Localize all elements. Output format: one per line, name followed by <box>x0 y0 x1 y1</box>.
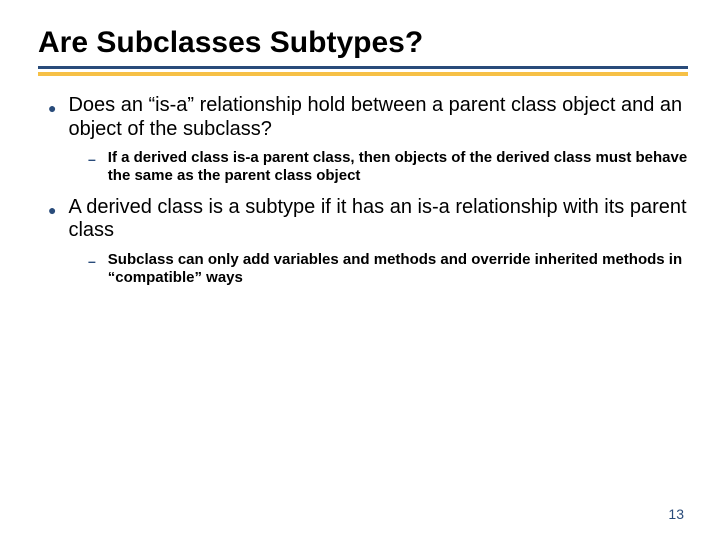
list-item: ● A derived class is a subtype if it has… <box>48 196 690 243</box>
bullet-icon: ● <box>48 96 56 120</box>
list-item: ● Does an “is-a” relationship hold betwe… <box>48 94 690 141</box>
title-underline <box>38 66 688 69</box>
dash-icon: – <box>88 150 96 168</box>
page-number: 13 <box>668 506 684 522</box>
title-block: Are Subclasses Subtypes? <box>0 0 720 60</box>
list-item-text: Does an “is-a” relationship hold between… <box>68 94 690 141</box>
list-item-text: A derived class is a subtype if it has a… <box>68 196 690 243</box>
list-item-text: Subclass can only add variables and meth… <box>108 251 690 288</box>
list-item: – If a derived class is-a parent class, … <box>88 149 690 186</box>
dash-icon: – <box>88 252 96 270</box>
slide: Are Subclasses Subtypes? ● Does an “is-a… <box>0 0 720 540</box>
slide-content: ● Does an “is-a” relationship hold betwe… <box>0 76 720 288</box>
list-item: – Subclass can only add variables and me… <box>88 251 690 288</box>
list-item-text: If a derived class is-a parent class, th… <box>108 149 690 186</box>
slide-title: Are Subclasses Subtypes? <box>38 26 720 60</box>
bullet-icon: ● <box>48 198 56 222</box>
